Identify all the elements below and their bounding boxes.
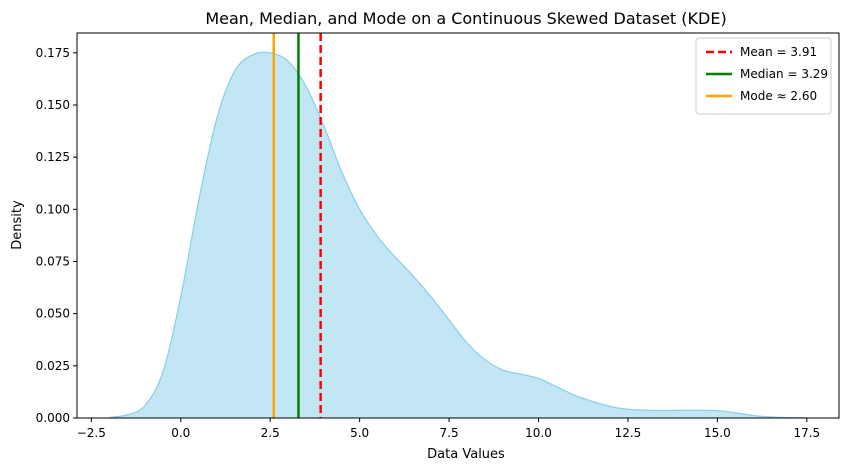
axes-frame bbox=[76, 32, 840, 419]
statistic-lines bbox=[272, 33, 322, 418]
y-tick-label: 0.050 bbox=[36, 307, 70, 321]
y-axis-ticks: 0.000 0.025 0.050 0.075 0.100 0.125 0.150 0.175 bbox=[36, 46, 77, 425]
y-tick-label: 0.150 bbox=[36, 98, 70, 112]
x-tick-label: 17.5 bbox=[793, 426, 820, 440]
y-tick-label: 0.075 bbox=[36, 255, 70, 269]
legend-label-median: Median = 3.29 bbox=[740, 67, 828, 81]
y-tick-label: 0.000 bbox=[36, 411, 70, 425]
x-axis-label: Data Values bbox=[427, 447, 505, 462]
legend-label-mean: Mean = 3.91 bbox=[740, 45, 817, 59]
x-tick-label: 15.0 bbox=[704, 426, 731, 440]
x-tick-label: 7.5 bbox=[440, 426, 459, 440]
y-axis-label: Density bbox=[10, 200, 25, 250]
x-tick-label: 12.5 bbox=[615, 426, 642, 440]
x-tick-label: 0.0 bbox=[171, 426, 190, 440]
kde-density-fill bbox=[109, 52, 807, 419]
chart-title: Mean, Median, and Mode on a Continuous S… bbox=[205, 9, 726, 28]
legend: Mean = 3.91 Median = 3.29 Mode ≈ 2.60 bbox=[695, 37, 832, 115]
x-tick-label: −2.5 bbox=[77, 426, 106, 440]
y-tick-label: 0.025 bbox=[36, 359, 70, 373]
x-tick-label: 10.0 bbox=[525, 426, 552, 440]
x-tick-label: 2.5 bbox=[261, 426, 280, 440]
x-tick-label: 5.0 bbox=[350, 426, 369, 440]
legend-label-mode: Mode ≈ 2.60 bbox=[740, 89, 817, 103]
axes-border bbox=[76, 32, 840, 419]
x-axis-ticks: −2.5 0.0 2.5 5.0 7.5 10.0 12.5 15.0 17.5 bbox=[77, 418, 820, 440]
kde-density-line bbox=[109, 51, 807, 419]
plot-area bbox=[109, 33, 807, 419]
y-tick-label: 0.100 bbox=[36, 202, 70, 216]
y-tick-label: 0.175 bbox=[36, 46, 70, 60]
y-tick-label: 0.125 bbox=[36, 150, 70, 164]
